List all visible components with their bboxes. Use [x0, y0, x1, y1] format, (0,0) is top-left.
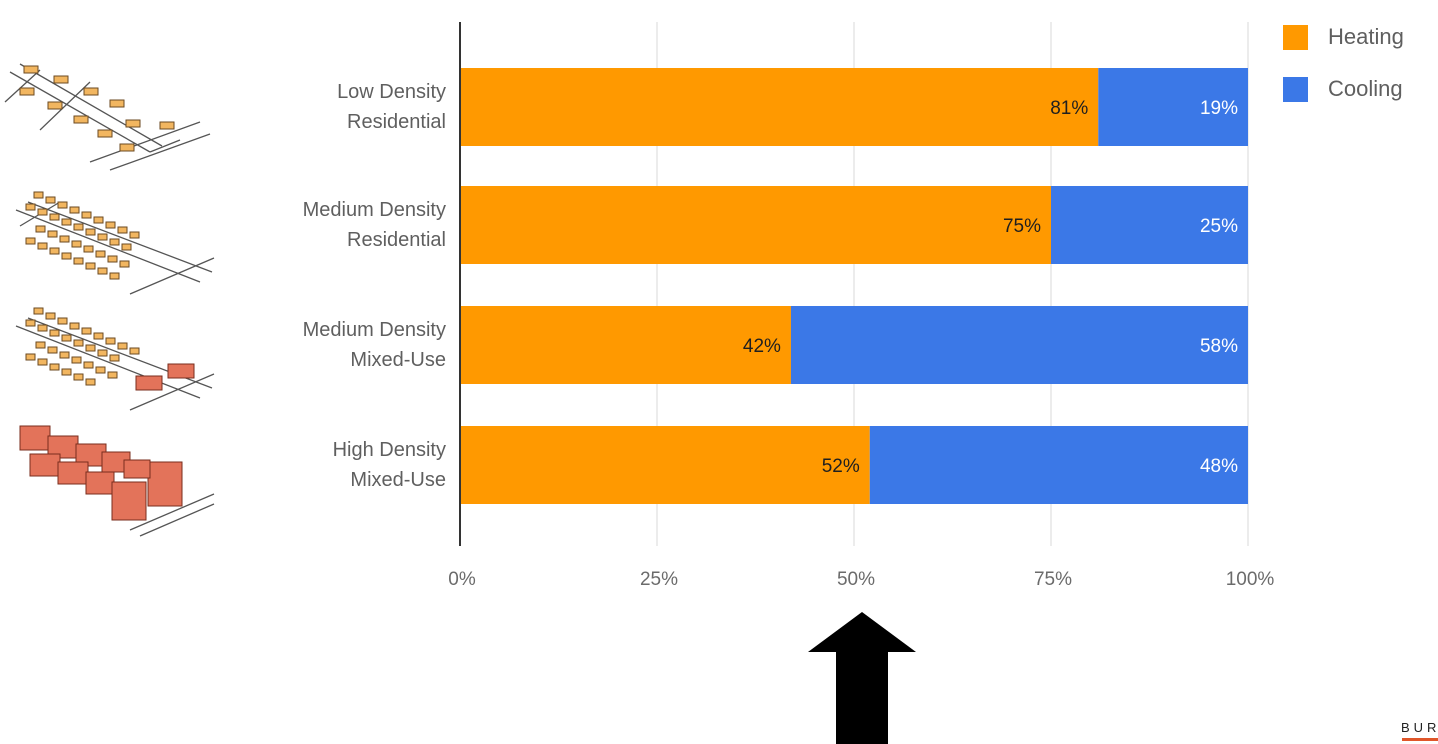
x-tick-label: 25% — [640, 569, 678, 590]
bar-cooling — [869, 426, 1248, 504]
legend-label-heating: Heating — [1328, 24, 1404, 49]
bar-heating — [460, 306, 791, 384]
bar-cooling — [790, 306, 1248, 384]
up-arrow-icon — [808, 612, 916, 744]
x-tick-label: 75% — [1034, 569, 1072, 590]
category-label: Medium Density — [303, 199, 446, 221]
category-label: Low Density — [337, 81, 446, 103]
brand-rule — [1402, 738, 1438, 741]
x-tick-label: 100% — [1226, 569, 1275, 590]
data-label-cooling: 25% — [1200, 216, 1238, 237]
high-density-mixed-use-icon — [0, 418, 230, 538]
category-label: Residential — [347, 111, 446, 133]
category-label: Mixed-Use — [350, 469, 446, 491]
bar-cooling — [1051, 186, 1248, 264]
legend: Heating Cooling — [1283, 24, 1404, 128]
legend-item-heating: Heating — [1283, 24, 1404, 50]
x-tick-label: 0% — [448, 569, 476, 590]
category-label: High Density — [333, 439, 446, 461]
category-label: Mixed-Use — [350, 349, 446, 371]
category-label: Residential — [347, 229, 446, 251]
data-label-heating: 75% — [1003, 216, 1041, 237]
bar-cooling — [1098, 68, 1248, 146]
data-label-cooling: 48% — [1200, 456, 1238, 477]
legend-label-cooling: Cooling — [1328, 76, 1403, 101]
bar-heating — [460, 186, 1051, 264]
bars: 81% 19% 75% 25% 42% 58% 52% 48% — [460, 68, 1248, 504]
cooling-swatch — [1283, 76, 1308, 102]
category-labels: Low Density Residential Medium Density Resi… — [303, 81, 446, 491]
x-tick-label: 50% — [837, 569, 875, 590]
x-tick-labels: 0% 25% 50% 75% 100% — [448, 569, 1274, 590]
medium-density-mixed-use-icon — [0, 298, 230, 418]
bar-heating — [460, 426, 870, 504]
bar-heating — [460, 68, 1099, 146]
brand-text: BUR — [1401, 720, 1438, 735]
data-label-cooling: 19% — [1200, 98, 1238, 119]
heating-swatch — [1283, 24, 1308, 50]
low-density-residential-icon — [0, 52, 230, 172]
data-label-heating: 81% — [1050, 98, 1088, 119]
category-label: Medium Density — [303, 319, 446, 341]
data-label-heating: 42% — [743, 336, 781, 357]
legend-item-cooling: Cooling — [1283, 76, 1404, 102]
data-label-heating: 52% — [822, 456, 860, 477]
medium-density-residential-icon — [0, 182, 230, 302]
data-label-cooling: 58% — [1200, 336, 1238, 357]
